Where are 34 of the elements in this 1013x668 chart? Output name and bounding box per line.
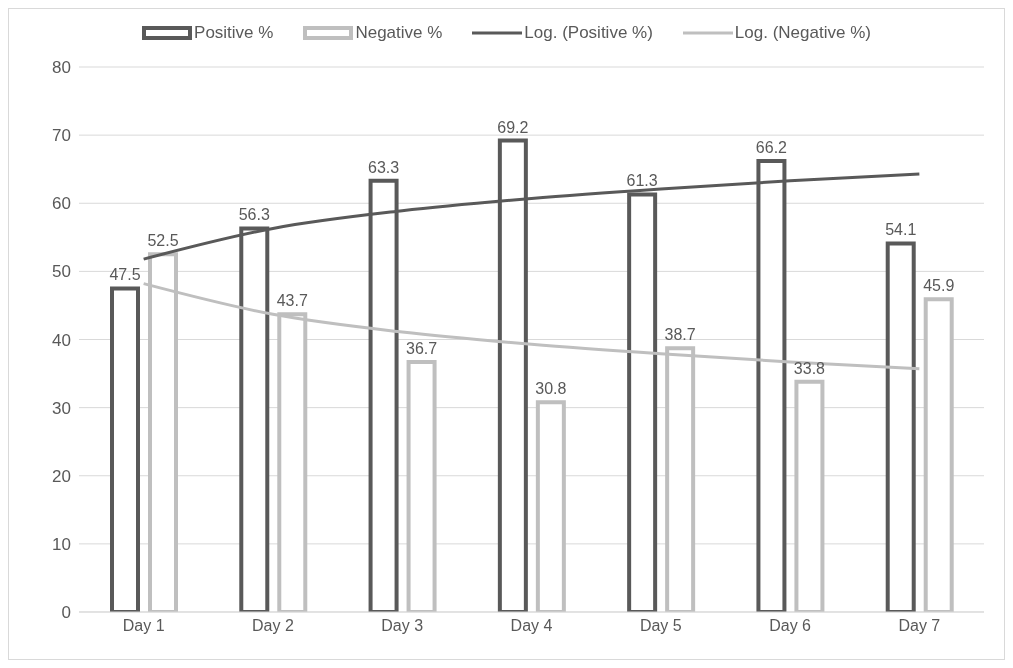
data-label: 36.7: [406, 339, 438, 357]
y-tick-label: 10: [52, 534, 71, 554]
data-label: 30.8: [535, 380, 567, 398]
data-label: 43.7: [276, 292, 308, 310]
legend-label: Log. (Positive %): [524, 23, 653, 43]
data-label: 47.5: [109, 266, 141, 284]
data-label: 66.2: [755, 139, 788, 157]
legend-label: Negative %: [355, 23, 443, 43]
data-label: 56.3: [238, 206, 270, 224]
y-tick-label: 20: [52, 466, 71, 486]
y-tick-label: 70: [52, 126, 71, 146]
x-tick-label: Day 3: [381, 617, 424, 635]
data-label: 54.1: [885, 221, 917, 239]
data-label: 45.9: [923, 277, 955, 295]
y-tick-label: 80: [52, 58, 71, 78]
x-tick-label: Day 2: [252, 617, 294, 635]
legend-label: Log. (Negative %): [734, 23, 871, 43]
y-tick-label: 50: [52, 262, 71, 282]
y-tick-label: 30: [52, 398, 71, 418]
x-tick-label: Day 1: [122, 617, 165, 635]
legend-label: Positive %: [194, 23, 274, 43]
y-tick-label: 0: [61, 603, 71, 623]
data-label: 61.3: [626, 172, 658, 190]
x-tick-label: Day 5: [639, 617, 682, 635]
x-tick-label: Day 4: [510, 617, 553, 635]
x-tick-label: Day 6: [769, 617, 812, 635]
data-label: 63.3: [368, 158, 400, 176]
y-tick-label: 60: [52, 194, 71, 214]
y-tick-label: 40: [52, 330, 71, 350]
data-label: 69.2: [497, 118, 529, 136]
x-tick-label: Day 7: [898, 617, 941, 635]
data-label: 52.5: [147, 232, 179, 250]
data-label: 38.7: [664, 326, 696, 344]
data-label: 33.8: [793, 359, 826, 377]
